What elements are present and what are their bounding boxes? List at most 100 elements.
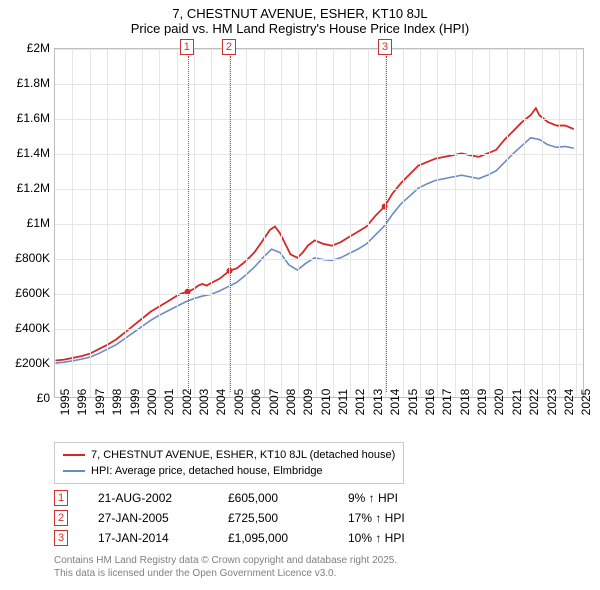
event-row: 3 17-JAN-2014 £1,095,000 10% ↑ HPI	[54, 530, 438, 546]
footer-attribution: Contains HM Land Registry data © Crown c…	[54, 554, 397, 580]
xtick-label: 2005	[232, 389, 246, 416]
gridline-v	[298, 49, 299, 397]
gridline-h	[55, 259, 583, 260]
xtick-label: 1999	[128, 389, 142, 416]
gridline-h	[55, 224, 583, 225]
xtick-label: 2006	[249, 389, 263, 416]
legend-swatch	[63, 454, 85, 456]
event-price: £1,095,000	[228, 531, 318, 545]
gridline-v	[542, 49, 543, 397]
marker-box: 1	[180, 39, 194, 55]
event-marker-box: 2	[54, 510, 68, 526]
event-pct: 10% ↑ HPI	[348, 531, 438, 545]
xtick-label: 2018	[458, 389, 472, 416]
event-price: £605,000	[228, 491, 318, 505]
gridline-h	[55, 84, 583, 85]
xtick-label: 2004	[214, 389, 228, 416]
event-date: 21-AUG-2002	[98, 491, 198, 505]
gridline-v	[177, 49, 178, 397]
xtick-label: 2012	[353, 389, 367, 416]
marker-vline	[386, 56, 387, 392]
gridline-v	[125, 49, 126, 397]
xtick-label: 2009	[301, 389, 315, 416]
gridline-h	[55, 329, 583, 330]
legend-item: HPI: Average price, detached house, Elmb…	[63, 463, 395, 479]
marker-box: 3	[378, 39, 392, 55]
xtick-label: 1995	[58, 389, 72, 416]
marker-vline	[230, 56, 231, 392]
gridline-v	[403, 49, 404, 397]
legend-swatch	[63, 470, 85, 472]
chart-plot-area	[54, 48, 584, 398]
xtick-label: 1998	[110, 389, 124, 416]
title-line2: Price paid vs. HM Land Registry's House …	[0, 21, 600, 36]
gridline-v	[194, 49, 195, 397]
title-line1: 7, CHESTNUT AVENUE, ESHER, KT10 8JL	[0, 6, 600, 21]
ytick-label: £2M	[27, 41, 50, 55]
xtick-label: 1997	[93, 389, 107, 416]
marker-box: 2	[222, 39, 236, 55]
gridline-h	[55, 49, 583, 50]
gridline-v	[576, 49, 577, 397]
xtick-label: 2015	[406, 389, 420, 416]
gridline-v	[437, 49, 438, 397]
gridline-v	[90, 49, 91, 397]
event-marker-box: 1	[54, 490, 68, 506]
legend-item: 7, CHESTNUT AVENUE, ESHER, KT10 8JL (det…	[63, 447, 395, 463]
gridline-v	[420, 49, 421, 397]
ytick-label: £1.2M	[17, 181, 50, 195]
gridline-v	[368, 49, 369, 397]
ytick-label: £600K	[15, 286, 50, 300]
event-date: 17-JAN-2014	[98, 531, 198, 545]
gridline-v	[507, 49, 508, 397]
legend-label: 7, CHESTNUT AVENUE, ESHER, KT10 8JL (det…	[91, 447, 395, 463]
marker-vline	[188, 56, 189, 392]
legend-label: HPI: Average price, detached house, Elmb…	[91, 463, 323, 479]
gridline-h	[55, 364, 583, 365]
gridline-v	[524, 49, 525, 397]
xtick-label: 2025	[579, 389, 593, 416]
ytick-label: £1M	[27, 216, 50, 230]
gridline-v	[472, 49, 473, 397]
xtick-label: 2002	[180, 389, 194, 416]
xtick-label: 2019	[475, 389, 489, 416]
xtick-label: 2014	[388, 389, 402, 416]
gridline-v	[316, 49, 317, 397]
xtick-label: 2011	[336, 389, 350, 415]
event-marker-box: 3	[54, 530, 68, 546]
gridline-h	[55, 294, 583, 295]
ytick-label: £1.8M	[17, 76, 50, 90]
xtick-label: 2000	[145, 389, 159, 416]
footer-line1: Contains HM Land Registry data © Crown c…	[54, 554, 397, 567]
event-pct: 9% ↑ HPI	[348, 491, 438, 505]
events-table: 1 21-AUG-2002 £605,000 9% ↑ HPI 2 27-JAN…	[54, 490, 438, 550]
gridline-v	[107, 49, 108, 397]
xtick-label: 2007	[267, 389, 281, 416]
event-date: 27-JAN-2005	[98, 511, 198, 525]
xtick-label: 2001	[162, 389, 176, 416]
event-pct: 17% ↑ HPI	[348, 511, 438, 525]
xtick-label: 2016	[423, 389, 437, 416]
xtick-label: 2022	[527, 389, 541, 416]
ytick-label: £200K	[15, 356, 50, 370]
gridline-v	[489, 49, 490, 397]
xtick-label: 2008	[284, 389, 298, 416]
xtick-label: 2020	[492, 389, 506, 416]
xtick-label: 2024	[562, 389, 576, 416]
plot-svg	[55, 49, 583, 397]
gridline-v	[142, 49, 143, 397]
ytick-label: £400K	[15, 321, 50, 335]
xtick-label: 2013	[371, 389, 385, 416]
event-price: £725,500	[228, 511, 318, 525]
event-row: 1 21-AUG-2002 £605,000 9% ↑ HPI	[54, 490, 438, 506]
footer-line2: This data is licensed under the Open Gov…	[54, 567, 397, 580]
xtick-label: 2023	[545, 389, 559, 416]
gridline-v	[246, 49, 247, 397]
gridline-v	[559, 49, 560, 397]
xtick-label: 1996	[75, 389, 89, 416]
legend: 7, CHESTNUT AVENUE, ESHER, KT10 8JL (det…	[54, 442, 404, 484]
ytick-label: £800K	[15, 251, 50, 265]
xtick-label: 2010	[319, 389, 333, 416]
gridline-v	[264, 49, 265, 397]
event-row: 2 27-JAN-2005 £725,500 17% ↑ HPI	[54, 510, 438, 526]
